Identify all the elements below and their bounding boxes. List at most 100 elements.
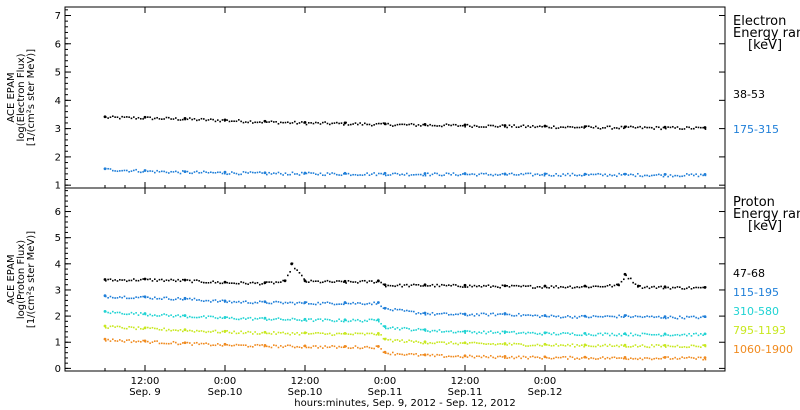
data-point — [317, 280, 319, 282]
data-point — [333, 320, 336, 323]
data-point — [704, 128, 707, 130]
data-point — [270, 173, 273, 175]
data-point — [438, 285, 441, 288]
legend-header-line: [keV] — [748, 38, 782, 53]
data-point — [459, 342, 462, 344]
data-point — [658, 357, 660, 360]
data-point — [630, 357, 632, 359]
data-point — [702, 174, 704, 177]
data-point — [308, 346, 310, 349]
data-point — [310, 303, 312, 305]
data-point — [490, 173, 492, 176]
data-point — [119, 117, 121, 120]
data-point — [191, 330, 193, 332]
data-point — [478, 342, 480, 345]
data-point — [653, 128, 655, 130]
data-point — [233, 330, 235, 333]
data-point — [618, 127, 620, 130]
data-point — [539, 125, 541, 127]
data-point — [695, 345, 697, 348]
x-tick-label-date: Sep. 9 — [129, 387, 161, 398]
data-point — [394, 308, 396, 310]
data-point — [415, 312, 417, 315]
data-point — [588, 174, 590, 176]
data-point — [350, 280, 352, 283]
data-point — [338, 122, 340, 125]
data-point — [529, 172, 532, 175]
data-point — [172, 329, 175, 331]
data-point — [214, 344, 217, 347]
data-point — [149, 116, 151, 119]
data-point — [632, 316, 634, 318]
data-point — [504, 332, 506, 335]
data-point — [415, 173, 417, 176]
data-point — [319, 281, 322, 284]
data-point — [287, 173, 289, 176]
data-point — [529, 344, 532, 347]
data-point — [231, 332, 233, 335]
data-point — [438, 313, 441, 315]
data-point — [373, 319, 375, 321]
data-point — [423, 172, 427, 175]
data-point — [508, 124, 511, 127]
data-point — [681, 346, 683, 349]
data-point — [413, 310, 415, 313]
data-point — [277, 122, 280, 125]
data-point — [536, 356, 539, 358]
data-point — [697, 356, 700, 359]
data-point — [466, 173, 469, 176]
data-point — [613, 315, 616, 318]
data-point — [503, 354, 507, 358]
data-point — [693, 127, 695, 130]
data-point — [200, 342, 203, 345]
data-point — [205, 342, 207, 344]
data-point — [158, 118, 161, 120]
data-point — [203, 118, 205, 120]
data-point — [667, 334, 669, 336]
data-point — [688, 316, 690, 318]
data-point — [611, 345, 613, 348]
data-point — [275, 281, 277, 283]
data-point — [466, 356, 469, 358]
data-point — [317, 122, 319, 124]
data-point — [464, 125, 466, 128]
data-point — [548, 315, 550, 318]
data-point — [422, 342, 424, 345]
data-point — [203, 281, 205, 284]
data-point — [133, 278, 135, 280]
data-point — [200, 299, 203, 302]
data-point — [630, 125, 632, 128]
data-point — [338, 318, 340, 321]
data-point — [399, 283, 401, 286]
data-point — [259, 344, 261, 347]
data-point — [238, 318, 240, 321]
data-point — [480, 342, 483, 345]
data-point — [135, 118, 137, 120]
data-point — [217, 281, 219, 283]
data-point — [301, 346, 303, 349]
data-point — [128, 170, 130, 173]
data-point — [546, 286, 548, 289]
data-point — [641, 358, 644, 361]
data-point — [581, 334, 583, 337]
data-point — [378, 334, 380, 336]
data-point — [623, 272, 627, 276]
data-point — [210, 301, 212, 303]
data-point — [676, 344, 679, 347]
data-point — [112, 279, 114, 282]
data-point — [520, 343, 522, 345]
data-point — [473, 284, 476, 287]
data-point — [198, 299, 200, 301]
data-point — [168, 298, 170, 300]
data-point — [618, 172, 620, 175]
data-point — [403, 284, 406, 286]
data-point — [268, 318, 270, 321]
data-point — [263, 330, 267, 334]
data-point — [389, 284, 392, 287]
data-point — [203, 300, 205, 303]
data-point — [499, 313, 501, 315]
data-point — [599, 357, 602, 359]
data-point — [130, 170, 133, 172]
data-point — [294, 120, 296, 123]
data-point — [399, 328, 401, 331]
